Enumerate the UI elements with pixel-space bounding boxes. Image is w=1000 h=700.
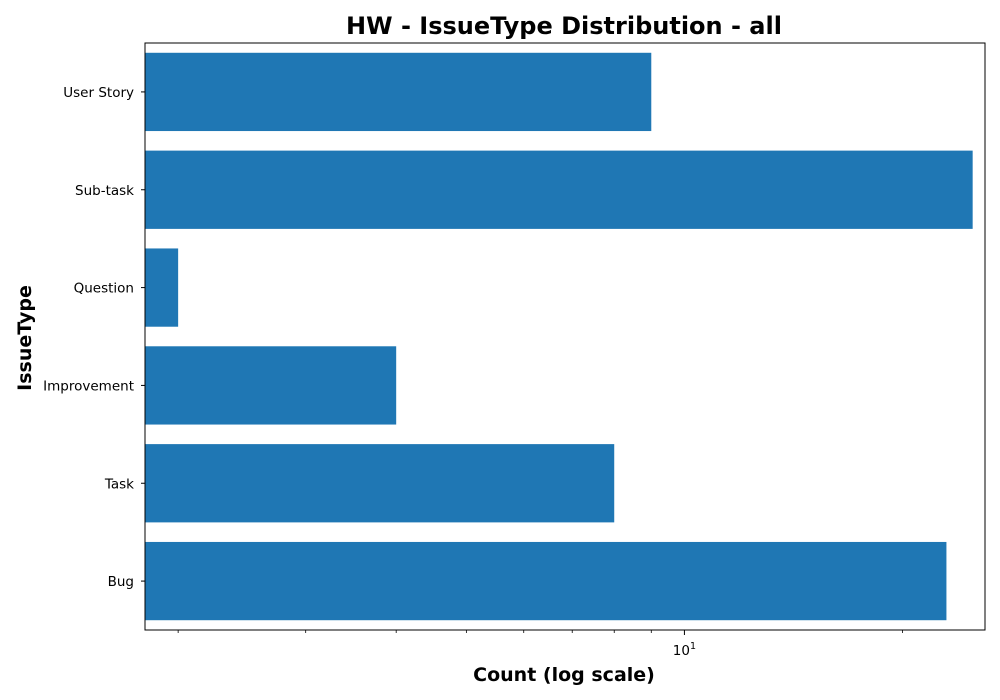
y-tick-label: Question	[74, 281, 134, 297]
y-tick-label: Improvement	[43, 378, 134, 394]
x-axis-label: Count (log scale)	[473, 664, 655, 686]
bar-user-story	[145, 52, 652, 132]
bar-question	[145, 248, 179, 327]
y-axis-ticks: Bug Task Improvement Question Sub-task User S…	[43, 85, 145, 590]
y-axis-label: IssueType	[14, 285, 36, 391]
y-tick-label: User Story	[63, 85, 134, 101]
plot-area: Bug Task Improvement Question Sub-task User S…	[43, 42, 986, 659]
chart-title: HW - IssueType Distribution - all	[346, 12, 782, 40]
bar-task	[145, 444, 615, 523]
y-tick-label: Task	[104, 476, 134, 492]
bar-improvement	[145, 346, 397, 425]
y-tick-label: Bug	[108, 574, 134, 590]
bars-group	[145, 52, 973, 621]
plot-frame	[144, 42, 986, 631]
x-tick-label: 101	[673, 641, 696, 659]
bar-sub-task	[145, 150, 973, 229]
y-tick-label: Sub-task	[75, 183, 134, 199]
x-axis-ticks: 101	[177, 630, 903, 659]
bar-bug	[145, 541, 947, 621]
